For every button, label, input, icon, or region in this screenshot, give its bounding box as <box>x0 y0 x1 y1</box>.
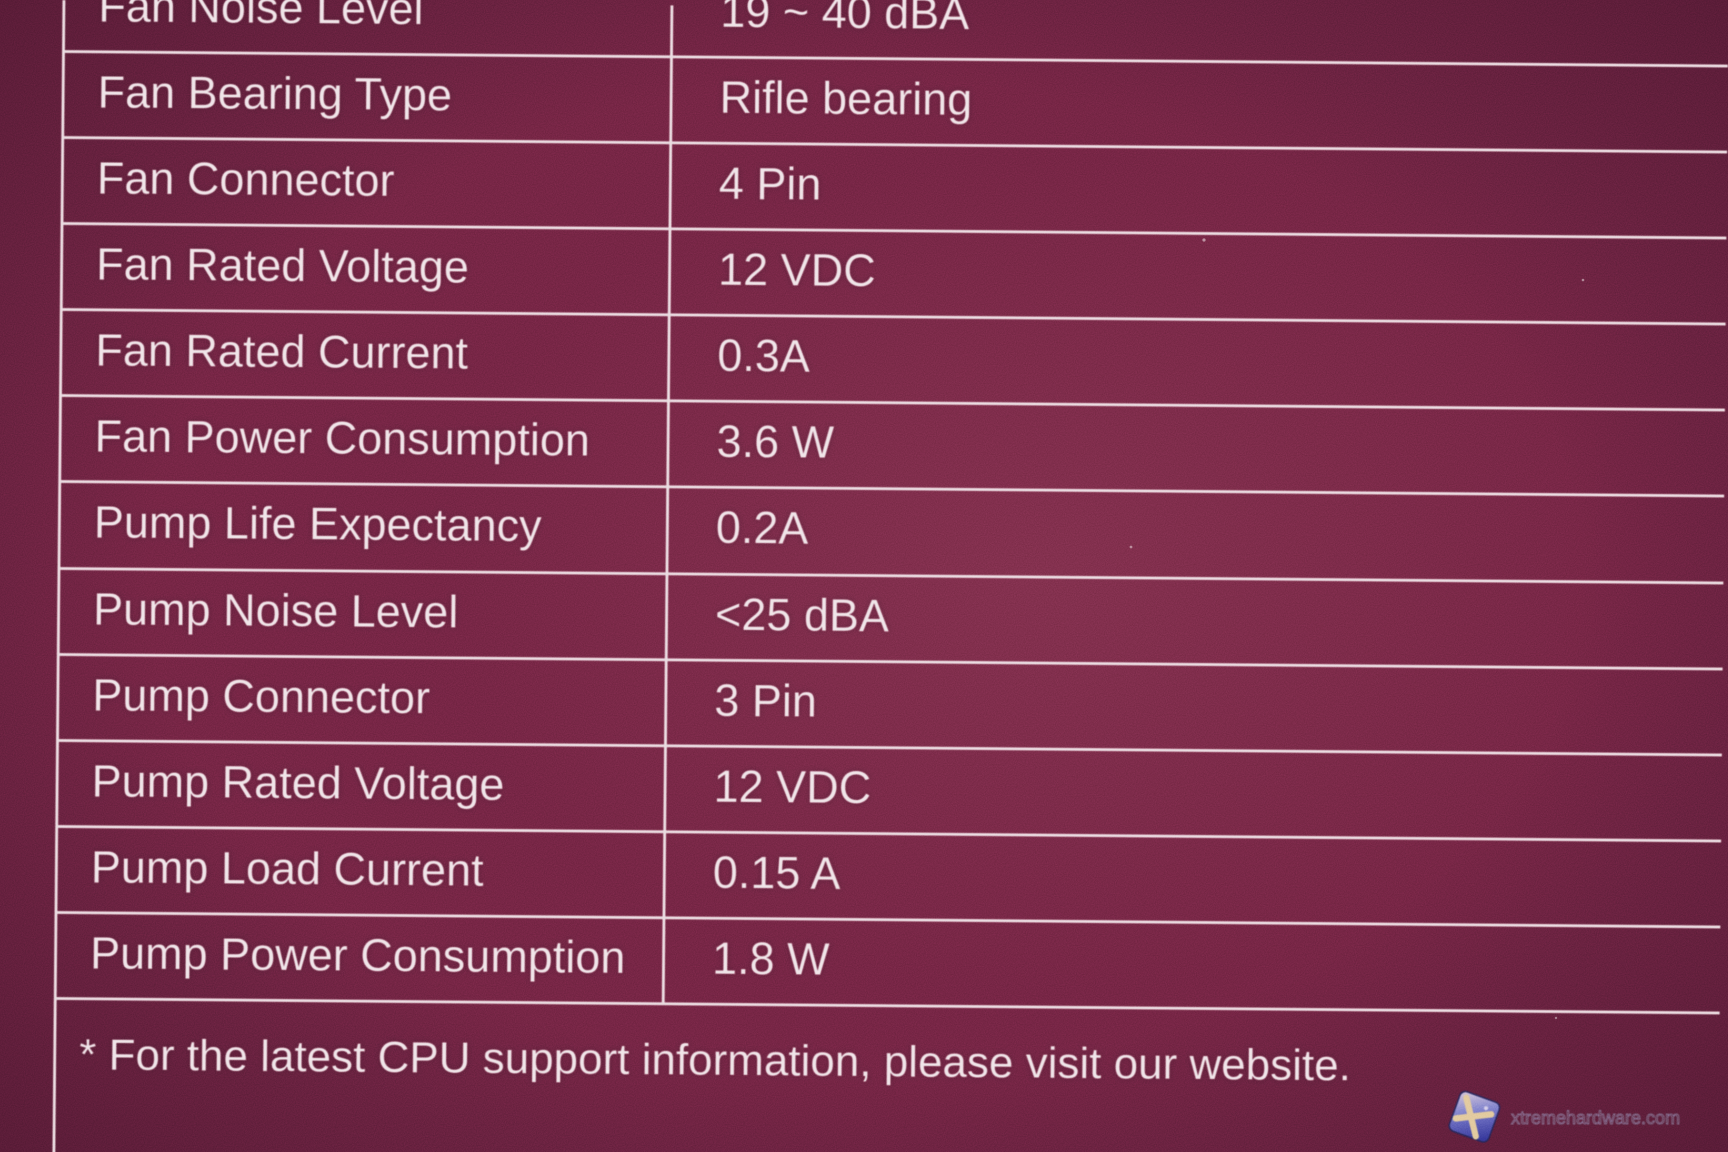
svg-text:xtremehardware.com: xtremehardware.com <box>1511 1108 1680 1128</box>
